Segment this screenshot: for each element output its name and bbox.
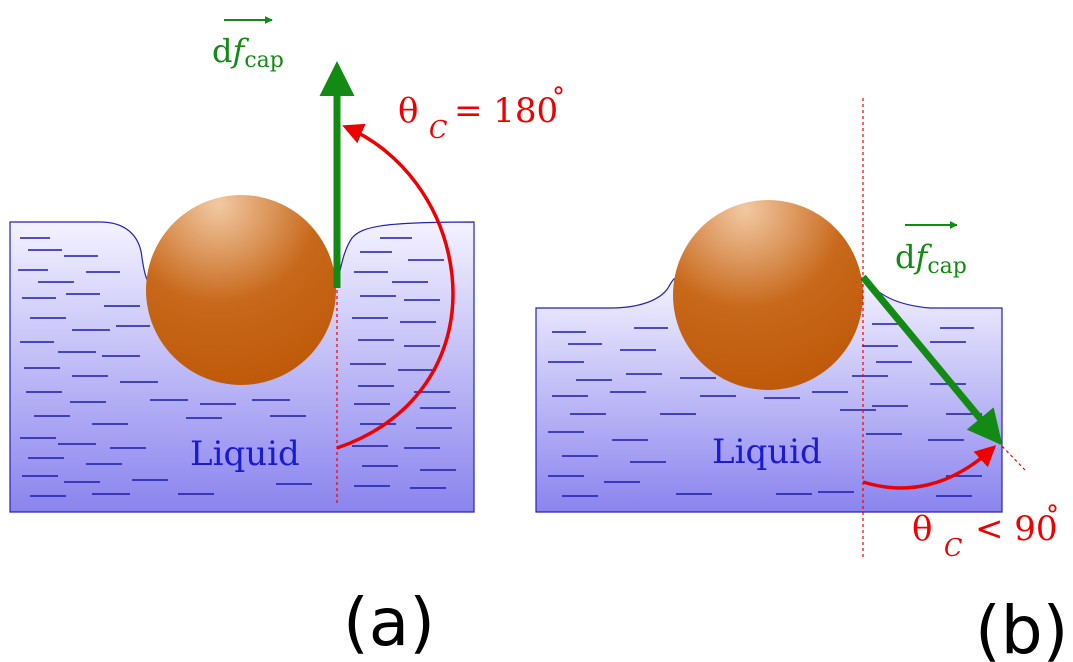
theta-degree-a: ° [552,83,565,113]
panel-b: dfcap θ C < 90 ° Liquid (b) [535,98,1068,662]
theta-value-b: < 90 [975,509,1058,549]
contact-angle-arc-a [336,123,455,450]
sphere-b [673,200,863,390]
theta-sub-b: C [944,534,962,562]
liquid-label-b: Liquid [712,432,822,472]
theta-symbol-b: θ [912,509,932,549]
force-label-b: dfcap [895,221,967,279]
sphere-a [146,195,336,385]
liquid-label-a: Liquid [190,434,300,474]
force-label-sub: cap [244,48,284,73]
force-label-d: d [212,32,232,70]
svg-text:dfcap: dfcap [212,32,284,73]
force-label-sub: cap [927,254,967,279]
contact-angle-label-b: θ C < 90 ° [912,501,1059,562]
caption-a: (a) [343,584,435,661]
svg-text:dfcap: dfcap [895,238,967,279]
liquid-dashes-b [548,323,982,497]
force-label-d: d [895,238,915,276]
caption-b: (b) [975,592,1068,662]
liquid-dashes-a [18,237,456,497]
theta-degree-b: ° [1046,501,1059,531]
panel-a: dfcap θ C = 180 ° Liquid (a) [9,16,565,661]
contact-angle-arc-b [862,445,997,490]
theta-value-a: = 180 [454,91,558,131]
contact-angle-label-a: θ C = 180 ° [398,83,565,144]
theta-sub-a: C [429,116,447,144]
theta-symbol-a: θ [398,91,418,131]
tangent-line-b [997,441,1026,471]
force-arrow-b [860,274,1003,446]
force-label-a: dfcap [212,16,284,73]
